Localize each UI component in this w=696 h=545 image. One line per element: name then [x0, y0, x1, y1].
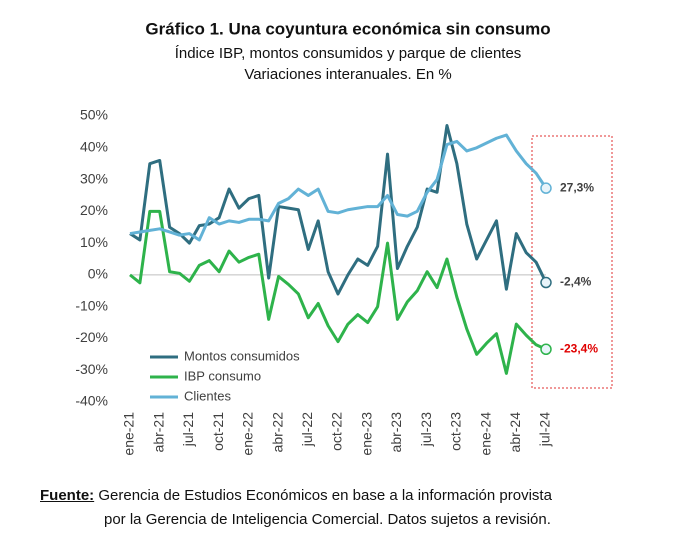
source-line: por la Gerencia de Inteligencia Comercia…: [104, 511, 551, 528]
x-tick-label: oct-23: [448, 412, 464, 451]
source-text: por la Gerencia de Inteligencia Comercia…: [104, 511, 551, 528]
x-tick-label: abr-23: [388, 412, 404, 453]
x-tick-label: abr-22: [269, 412, 285, 453]
chart-subtitle: Índice IBP, montos consumidos y parque d…: [175, 45, 522, 62]
x-tick-label: jul-21: [180, 412, 196, 447]
x-tick-label: ene-21: [121, 412, 137, 456]
data-label: 27,3%: [560, 180, 594, 194]
source-text: Gerencia de Estudios Económicos en base …: [98, 487, 552, 504]
y-tick-label: 50%: [80, 107, 108, 123]
highlight-box: [531, 135, 613, 389]
chart: Gráfico 1. Una coyuntura económica sin c…: [75, 19, 613, 456]
y-tick-label: 40%: [80, 138, 108, 154]
x-tick-label: oct-22: [329, 412, 345, 451]
series-line: [129, 124, 548, 296]
x-tick-label: ene-23: [358, 412, 374, 456]
x-tick-label: abr-24: [507, 412, 523, 453]
x-tick-label: abr-21: [150, 412, 166, 453]
x-tick-label: ene-22: [240, 412, 256, 456]
series-line: [129, 209, 547, 375]
x-tick-label: jul-23: [418, 412, 434, 447]
legend-label: Montos consumidos: [184, 348, 300, 363]
end-marker: [540, 276, 552, 289]
y-tick-label: -20%: [75, 329, 108, 345]
y-tick-label: -30%: [75, 361, 108, 377]
source-line: Fuente: Gerencia de Estudios Económicos …: [40, 487, 552, 504]
chart-title: Gráfico 1. Una coyuntura económica sin c…: [145, 19, 550, 38]
chart-subtitle: Variaciones interanuales. En %: [244, 66, 451, 83]
y-tick-label: -40%: [75, 393, 108, 409]
data-label: -23,4%: [560, 341, 598, 355]
legend-label: Clientes: [184, 388, 231, 403]
end-marker: [540, 343, 552, 355]
y-tick-label: 20%: [80, 202, 108, 218]
legend-label: IBP consumo: [184, 368, 261, 383]
y-tick-label: 0%: [88, 266, 108, 282]
x-tick-label: jul-24: [537, 412, 553, 447]
x-tick-label: jul-22: [299, 412, 315, 447]
x-tick-label: ene-24: [477, 412, 493, 456]
source-label: Fuente:: [40, 487, 95, 504]
y-tick-label: 30%: [80, 170, 108, 186]
data-label: -2,4%: [560, 275, 592, 289]
end-marker: [540, 182, 552, 194]
x-tick-label: oct-21: [210, 412, 226, 451]
series-line: [129, 133, 548, 242]
y-tick-label: 10%: [80, 234, 108, 250]
y-tick-label: -10%: [75, 297, 108, 313]
